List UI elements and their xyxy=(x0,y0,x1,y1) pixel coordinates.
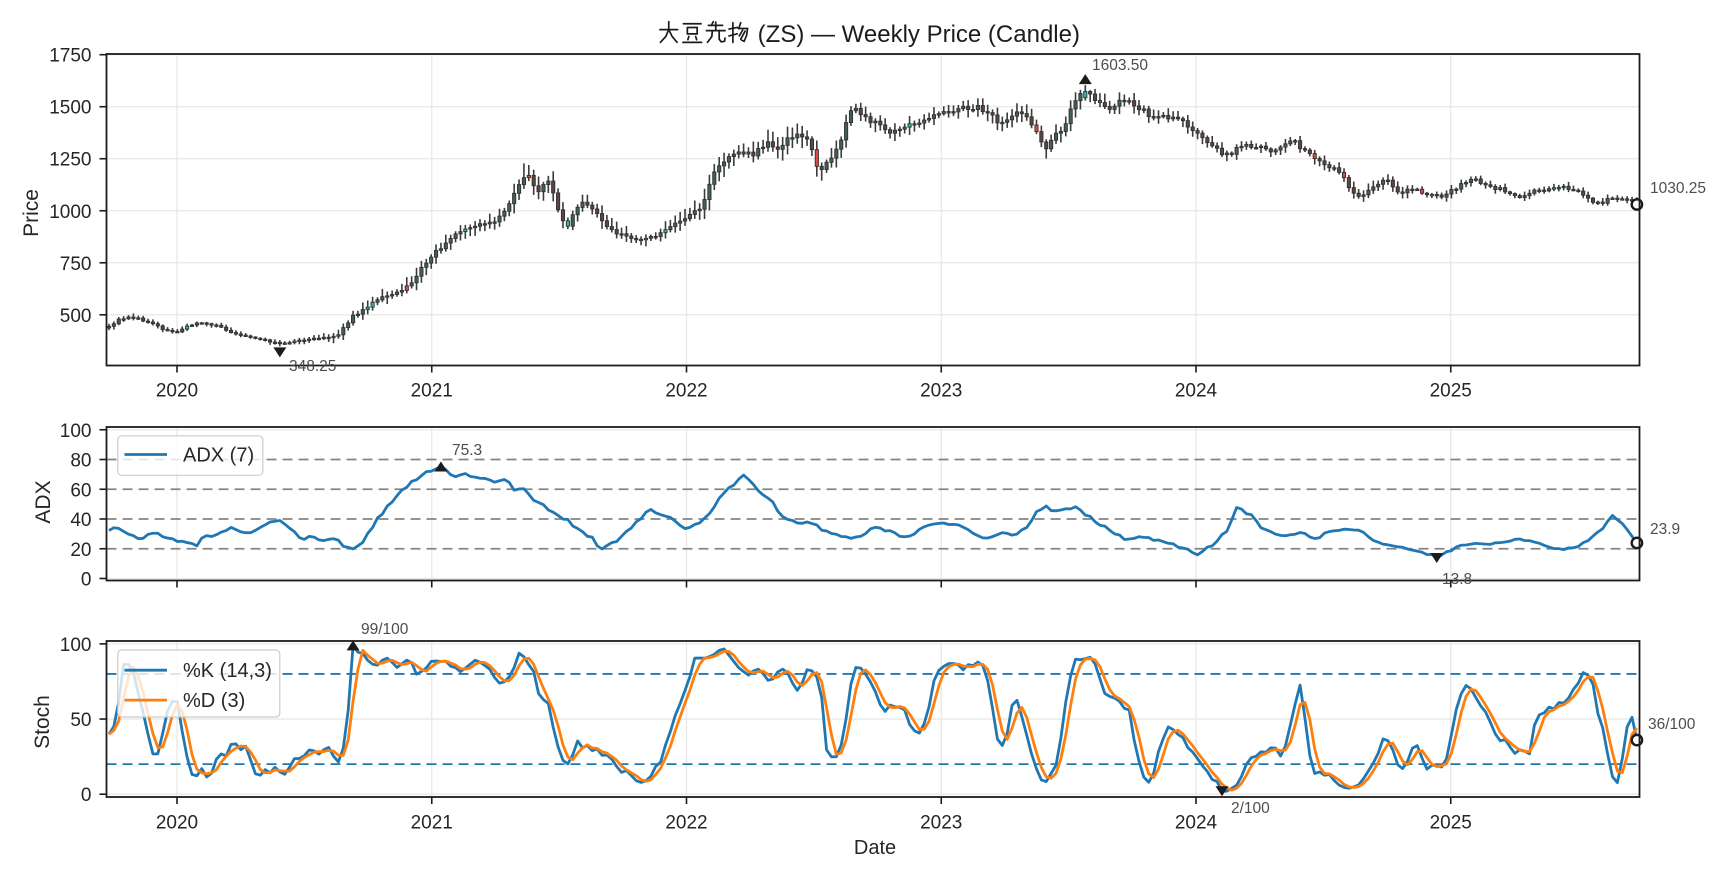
svg-text:2023: 2023 xyxy=(920,813,962,834)
svg-text:750: 750 xyxy=(60,254,92,275)
svg-text:60: 60 xyxy=(70,480,91,501)
svg-text:1603.50: 1603.50 xyxy=(1092,57,1148,74)
svg-text:2021: 2021 xyxy=(411,381,453,402)
svg-text:100: 100 xyxy=(60,635,92,656)
svg-text:99/100: 99/100 xyxy=(361,621,409,638)
svg-text:2022: 2022 xyxy=(665,813,707,834)
svg-text:100: 100 xyxy=(60,421,92,442)
svg-text:2023: 2023 xyxy=(920,381,962,402)
svg-text:23.9: 23.9 xyxy=(1650,521,1680,538)
svg-text:50: 50 xyxy=(70,710,91,731)
svg-text:1030.25: 1030.25 xyxy=(1650,180,1706,197)
svg-text:(ZS) — Weekly Price (Candle): (ZS) — Weekly Price (Candle) xyxy=(751,21,1080,48)
svg-text:%D (3): %D (3) xyxy=(183,690,245,712)
svg-text:0: 0 xyxy=(81,570,92,591)
svg-text:2020: 2020 xyxy=(156,381,198,402)
svg-text:2024: 2024 xyxy=(1175,381,1218,402)
svg-text:2025: 2025 xyxy=(1430,813,1472,834)
svg-text:0: 0 xyxy=(81,785,92,806)
svg-text:1500: 1500 xyxy=(49,98,91,119)
svg-text:Date: Date xyxy=(854,837,896,859)
svg-text:2021: 2021 xyxy=(411,813,453,834)
svg-text:Stoch: Stoch xyxy=(31,695,54,749)
svg-text:40: 40 xyxy=(70,510,91,531)
svg-text:1750: 1750 xyxy=(49,46,91,67)
svg-text:ADX: ADX xyxy=(32,480,55,523)
svg-text:500: 500 xyxy=(60,306,92,327)
svg-text:ADX (7): ADX (7) xyxy=(183,445,254,467)
svg-text:75.3: 75.3 xyxy=(452,442,482,459)
svg-text:80: 80 xyxy=(70,451,91,472)
svg-text:2024: 2024 xyxy=(1175,813,1218,834)
svg-text:%K (14,3): %K (14,3) xyxy=(183,660,272,682)
svg-text:2/100: 2/100 xyxy=(1231,800,1270,817)
svg-text:2020: 2020 xyxy=(156,813,198,834)
svg-text:13.8: 13.8 xyxy=(1442,571,1472,588)
svg-text:36/100: 36/100 xyxy=(1648,716,1696,733)
svg-text:Price: Price xyxy=(20,189,43,237)
svg-text:1000: 1000 xyxy=(49,202,91,223)
svg-text:2022: 2022 xyxy=(665,381,707,402)
svg-text:348.25: 348.25 xyxy=(289,358,336,375)
svg-text:2025: 2025 xyxy=(1430,381,1472,402)
svg-text:1250: 1250 xyxy=(49,150,91,171)
svg-text:20: 20 xyxy=(70,540,91,561)
